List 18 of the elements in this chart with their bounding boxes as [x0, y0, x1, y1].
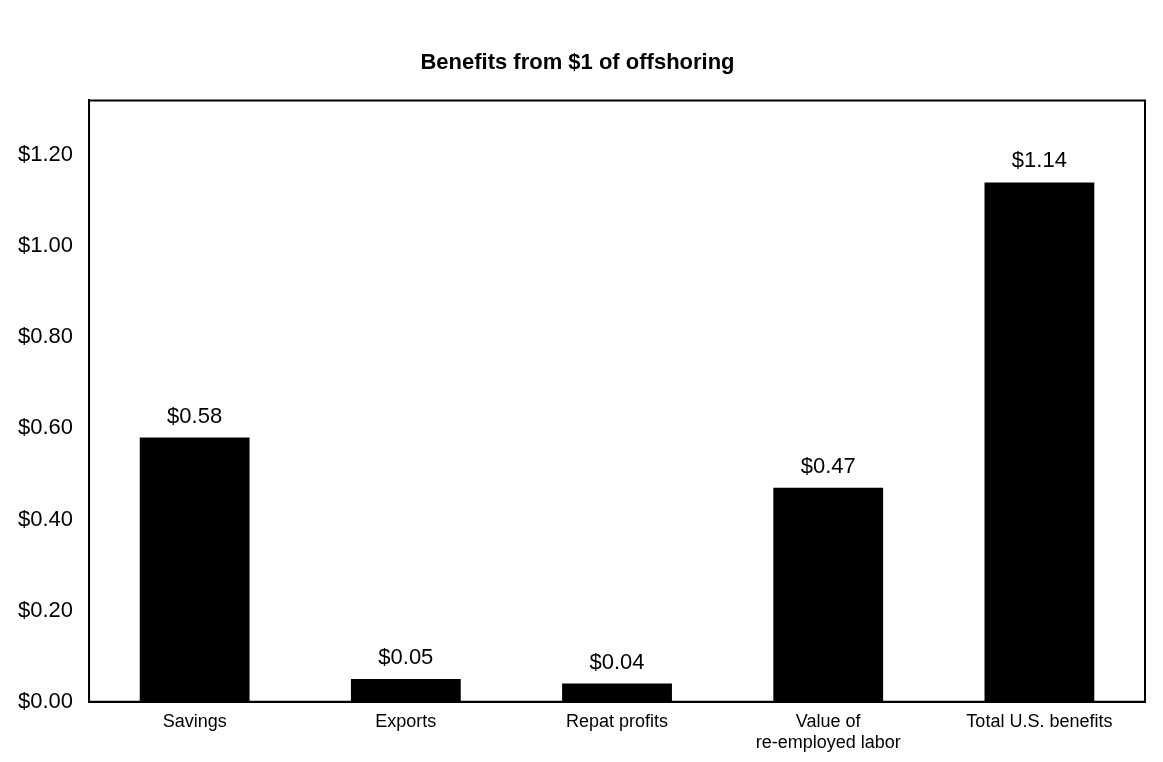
chart-title: Benefits from $1 of offshoring	[420, 49, 735, 75]
y-tick-label: $0.80	[17, 323, 74, 349]
y-tick-label: $0.40	[17, 505, 74, 531]
data-label: $0.05	[378, 644, 434, 670]
x-tick-label: Savings	[162, 710, 227, 731]
data-label: $1.14	[1011, 147, 1067, 173]
data-label: $0.04	[589, 648, 645, 674]
x-tick-label: Repat profits	[566, 710, 669, 731]
x-tick-label: Exports	[375, 710, 437, 731]
y-tick-label: $0.60	[17, 414, 74, 440]
x-tick-label: Value of re-employed labor	[755, 710, 901, 753]
x-tick-label: Total U.S. benefits	[966, 710, 1113, 731]
data-label: $0.47	[800, 452, 856, 478]
y-tick-label: $1.20	[17, 141, 74, 167]
y-tick-label: $1.00	[17, 232, 74, 258]
y-tick-label: $0.00	[17, 687, 74, 713]
data-label: $0.58	[167, 402, 223, 428]
y-tick-label: $0.20	[17, 596, 74, 622]
